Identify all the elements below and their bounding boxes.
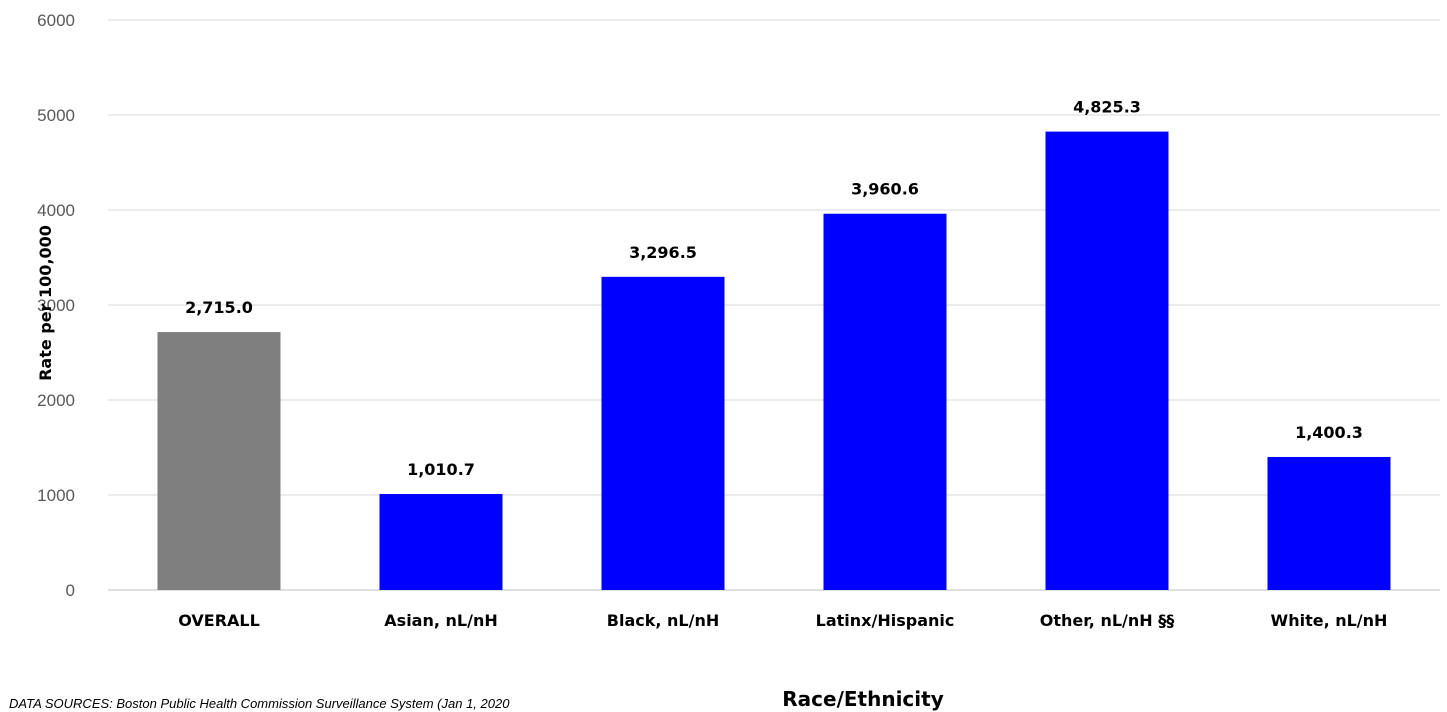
x-tick-label: Other, nL/nH §§ bbox=[1040, 611, 1174, 630]
y-tick-label: 2000 bbox=[37, 391, 75, 410]
y-tick-label: 0 bbox=[66, 581, 75, 600]
gridlines bbox=[108, 19, 1440, 591]
bars bbox=[157, 131, 1391, 591]
data-label: 2,715.0 bbox=[185, 298, 253, 317]
data-label: 4,825.3 bbox=[1073, 98, 1141, 117]
data-label: 1,010.7 bbox=[407, 460, 475, 479]
x-tick-label: OVERALL bbox=[178, 611, 260, 630]
y-axis-ticks: 0 1000 2000 3000 4000 5000 6000 bbox=[37, 11, 75, 600]
data-label: 1,400.3 bbox=[1295, 423, 1363, 442]
data-source-note: DATA SOURCES: Boston Public Health Commi… bbox=[9, 696, 510, 711]
y-tick-label: 4000 bbox=[37, 201, 75, 220]
y-tick-label: 6000 bbox=[37, 11, 75, 30]
y-axis-title: Rate per 100,000 bbox=[36, 225, 55, 381]
x-tick-label: Latinx/Hispanic bbox=[816, 611, 955, 630]
x-tick-label: Asian, nL/nH bbox=[384, 611, 497, 630]
x-axis-categories: OVERALL Asian, nL/nH Black, nL/nH Latinx/Hi… bbox=[178, 611, 1387, 630]
bar bbox=[823, 213, 947, 591]
bar bbox=[1045, 131, 1169, 590]
bar bbox=[157, 332, 281, 590]
data-label: 3,960.6 bbox=[851, 180, 919, 199]
y-tick-label: 5000 bbox=[37, 106, 75, 125]
x-tick-label: White, nL/nH bbox=[1271, 611, 1388, 630]
bar bbox=[379, 493, 503, 590]
x-tick-label: Black, nL/nH bbox=[607, 611, 719, 630]
bar bbox=[1267, 456, 1391, 590]
data-label: 3,296.5 bbox=[629, 243, 697, 262]
x-axis-title: Race/Ethnicity bbox=[782, 687, 943, 711]
y-tick-label: 3000 bbox=[37, 296, 75, 315]
data-labels: 2,715.0 1,010.7 3,296.5 3,960.6 4,825.3 1,400… bbox=[185, 98, 1363, 479]
y-tick-label: 1000 bbox=[37, 486, 75, 505]
bar bbox=[601, 276, 725, 590]
